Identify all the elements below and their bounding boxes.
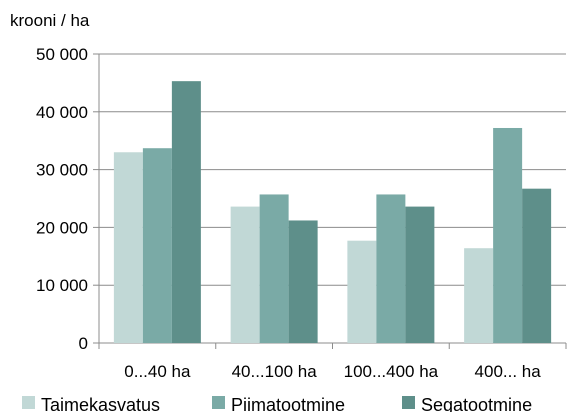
bar-segatootmine: [522, 188, 552, 343]
bar-segatootmine: [171, 81, 201, 343]
y-tick-label: 50 000: [36, 45, 88, 64]
legend-swatch: [402, 396, 415, 409]
bar-piimatootmine: [376, 194, 406, 343]
y-tick-label: 40 000: [36, 103, 88, 122]
legend-label: Segatootmine: [421, 395, 532, 412]
bar-piimatootmine: [493, 127, 523, 343]
y-tick-label: 10 000: [36, 276, 88, 295]
bar-segatootmine: [288, 220, 318, 343]
bar-piimatootmine: [142, 148, 172, 343]
bars: [113, 81, 552, 343]
y-tick-label: 20 000: [36, 218, 88, 237]
axis-labels: krooni / ha 0 10 000 20 000 30 000 40 000 50 0…: [10, 11, 541, 381]
y-axis-unit-label: krooni / ha: [10, 11, 90, 30]
x-category-label: 100...400 ha: [344, 362, 439, 381]
x-category-label: 0...40 ha: [124, 362, 191, 381]
bar-taimekasvatus: [230, 206, 260, 343]
legend: Taimekasvatus Piimatootmine Segatootmine: [22, 395, 532, 412]
bar-segatootmine: [405, 206, 435, 343]
x-category-label: 40...100 ha: [232, 362, 318, 381]
legend-label: Taimekasvatus: [41, 395, 160, 412]
x-category-label: 400... ha: [475, 362, 542, 381]
legend-swatch: [22, 396, 35, 409]
legend-swatch: [212, 396, 225, 409]
y-tick-label: 30 000: [36, 161, 88, 180]
bar-taimekasvatus: [113, 152, 143, 343]
y-tick-label: 0: [79, 334, 88, 353]
bar-taimekasvatus: [347, 240, 377, 343]
bar-taimekasvatus: [464, 248, 494, 343]
legend-label: Piimatootmine: [231, 395, 345, 412]
bar-piimatootmine: [259, 194, 289, 343]
